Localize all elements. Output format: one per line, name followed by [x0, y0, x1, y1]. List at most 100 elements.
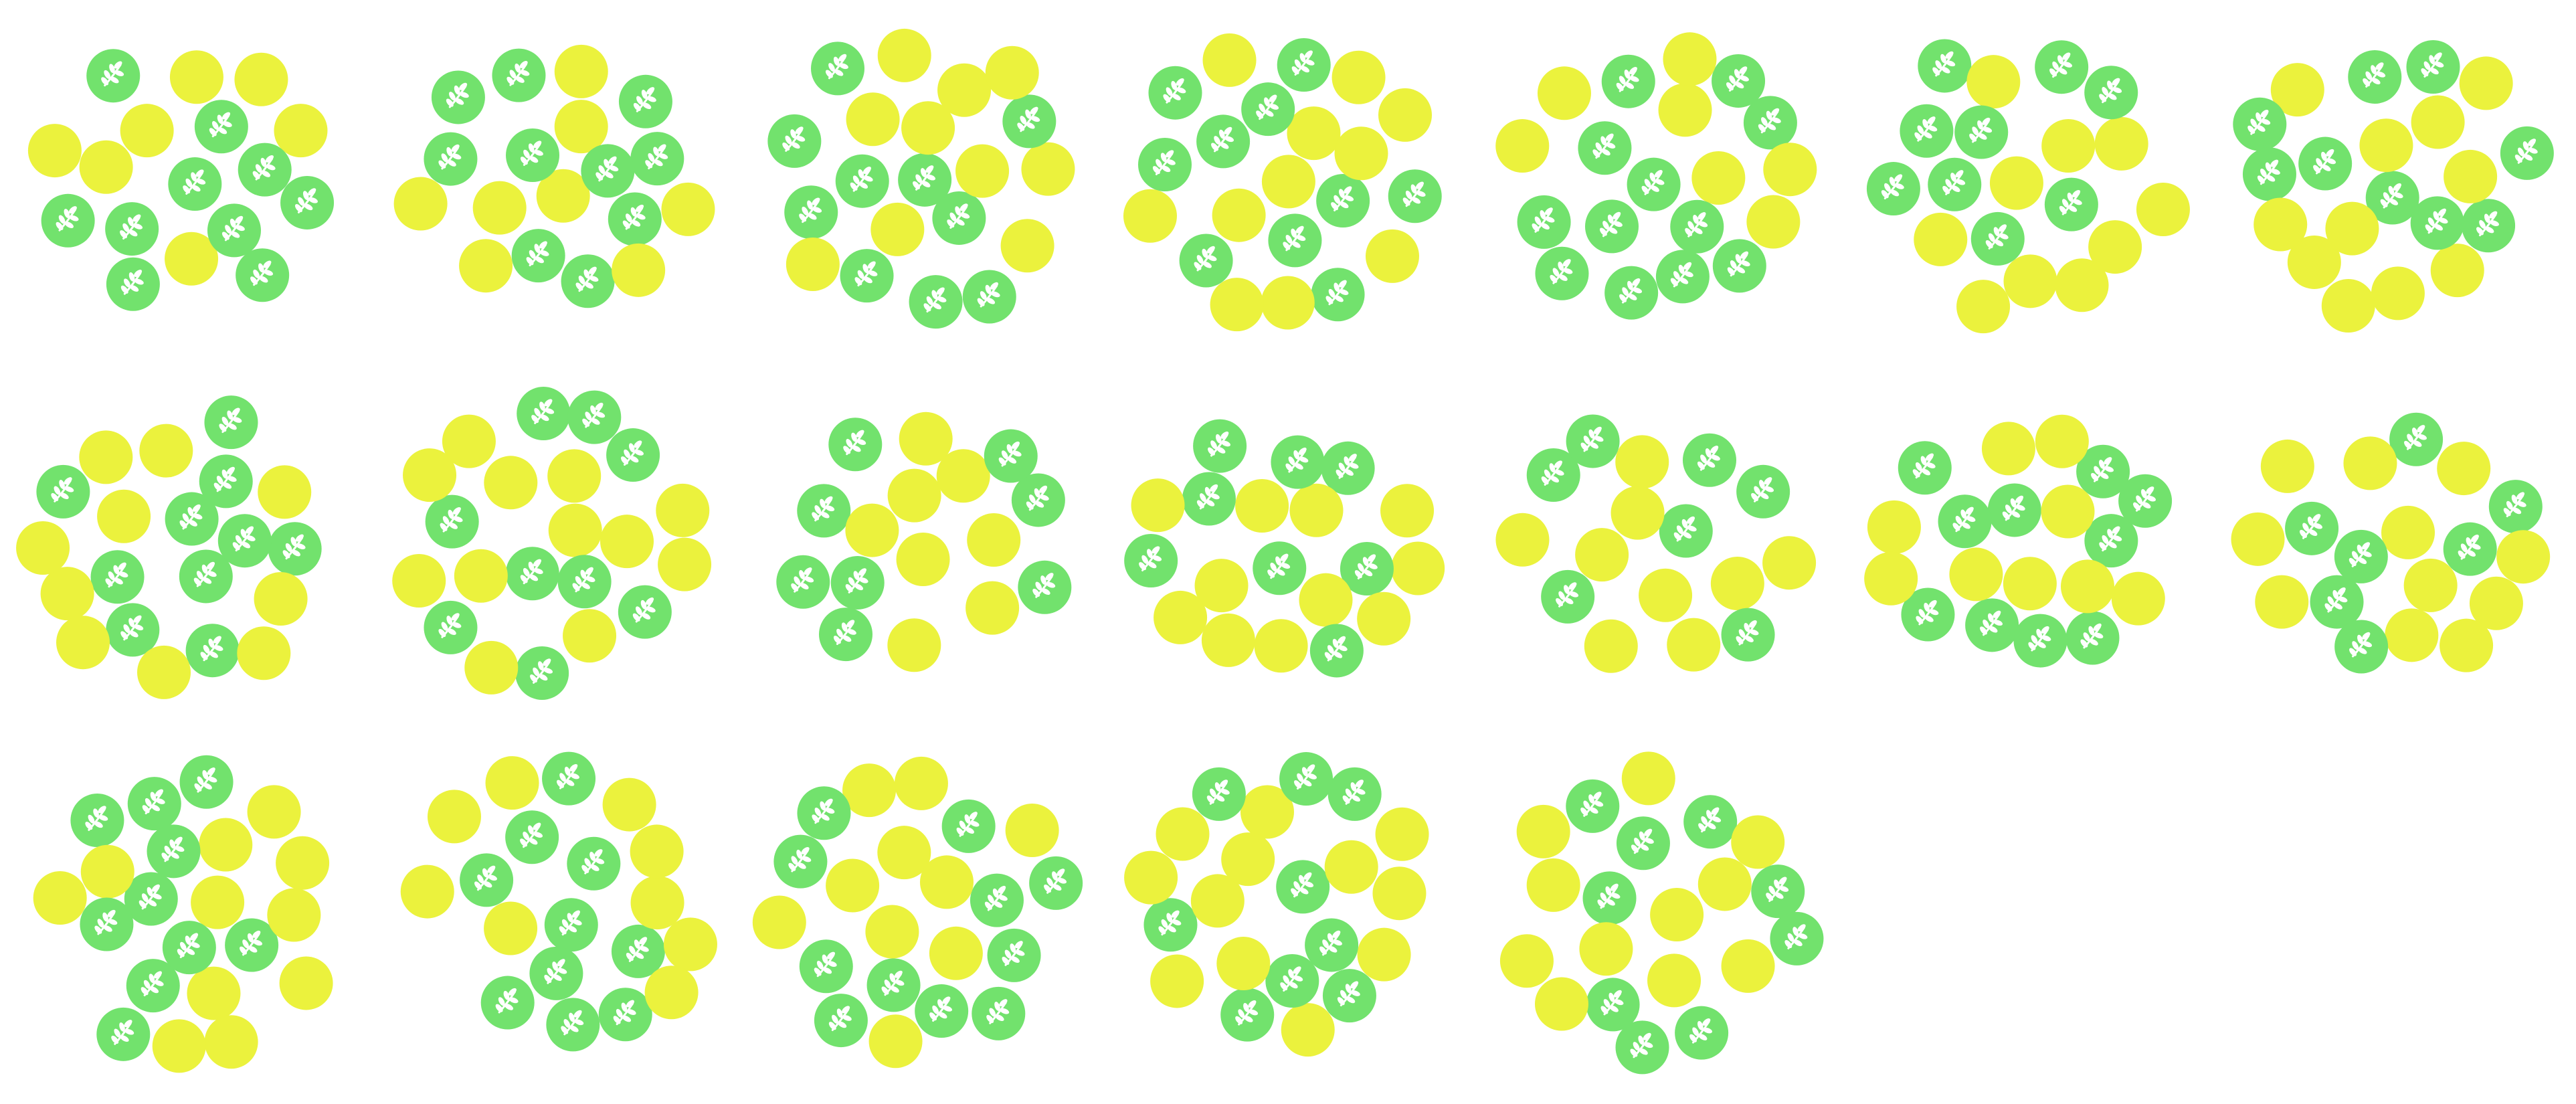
yellow-dot [1156, 807, 1210, 861]
yellow-dot [1380, 484, 1435, 538]
leaf-sprig-icon [613, 1000, 636, 1026]
yellow-dot [2094, 116, 2148, 171]
leaf-sprig-icon [1736, 620, 1759, 646]
leaf-sprig-icon [2300, 514, 2322, 539]
leaf-sprig-icon [2476, 211, 2499, 237]
yellow-dot [1516, 804, 1570, 858]
yellow-dot [1663, 32, 1717, 86]
yellow-dot [2055, 258, 2109, 312]
leaf-sprig-icon [1726, 66, 1749, 92]
yellow-dot [27, 124, 82, 178]
leaf-sprig-icon [854, 261, 878, 287]
yellow-dot [870, 202, 925, 256]
leaf-sprig-icon [51, 477, 74, 502]
leaf-sprig-icon [1319, 930, 1342, 956]
leaf-sprig-icon [2002, 495, 2025, 521]
yellow-dot [1650, 888, 1704, 942]
yellow-dot [868, 1014, 923, 1069]
leaf-sprig-icon [595, 156, 619, 182]
leaf-sprig-icon [947, 203, 970, 229]
leaf-sprig-icon [530, 658, 553, 684]
leaf-sprig-icon [105, 562, 128, 588]
leaf-sprig-icon [843, 430, 866, 456]
yellow-dot [1615, 435, 1669, 489]
leaf-sprig-icon [1032, 573, 1056, 598]
leaf-sprig-icon [2099, 526, 2122, 552]
yellow-dot [1287, 106, 1341, 161]
leaf-sprig-icon [438, 144, 462, 170]
leaf-sprig-icon [2421, 52, 2444, 78]
yellow-dot [2287, 235, 2341, 289]
leaf-sprig-icon [1673, 516, 1697, 542]
dot-cluster-canvas [393, 44, 715, 308]
leaf-sprig-icon [1916, 600, 1939, 626]
leaf-sprig-icon [2363, 62, 2386, 88]
leaf-sprig-icon [1630, 1032, 1653, 1059]
yellow-dot [139, 424, 193, 478]
leaf-sprig-icon [1336, 454, 1359, 479]
yellow-dot [1372, 866, 1427, 921]
leaf-sprig-icon [1592, 133, 1616, 159]
yellow-dot [1584, 619, 1638, 673]
yellow-dot [1658, 83, 1712, 137]
dot-cluster-canvas [1123, 33, 1442, 332]
yellow-dot [1202, 33, 1257, 87]
leaf-sprig-icon [507, 61, 530, 86]
leaf-sprig-icon [622, 204, 646, 230]
yellow-dot [276, 836, 330, 890]
leaf-sprig-icon [1163, 78, 1186, 104]
leaf-sprig-icon [219, 407, 242, 434]
yellow-dot [752, 895, 806, 949]
leaf-sprig-icon [956, 812, 980, 837]
yellow-dot [1731, 815, 1785, 869]
leaf-sprig-icon [1280, 966, 1303, 992]
yellow-dot [1949, 547, 2003, 602]
yellow-dot [237, 626, 291, 680]
yellow-dot [826, 858, 880, 913]
yellow-dot [658, 537, 712, 591]
yellow-dot [1021, 142, 1075, 196]
leaf-sprig-icon [1285, 447, 1309, 473]
yellow-dot [955, 144, 1010, 198]
yellow-dot [901, 101, 955, 155]
leaf-sprig-icon [139, 884, 162, 910]
leaf-sprig-icon [161, 836, 185, 862]
yellow-dot [894, 756, 948, 810]
yellow-dot [279, 956, 333, 1010]
leaf-sprig-icon [1283, 225, 1306, 252]
yellow-dot [1989, 156, 2043, 210]
leaf-sprig-icon [626, 937, 649, 962]
yellow-dot [165, 232, 219, 286]
leaf-sprig-icon [1641, 170, 1665, 195]
leaf-sprig-icon [183, 169, 206, 195]
dot-cluster [2208, 368, 2576, 736]
yellow-dot [937, 63, 992, 117]
yellow-dot [1212, 188, 1266, 242]
leaf-sprig-icon [788, 846, 812, 872]
yellow-dot [1331, 50, 1386, 104]
leaf-sprig-icon [1670, 262, 1693, 288]
leaf-sprig-icon [929, 996, 953, 1022]
leaf-sprig-icon [1751, 477, 1774, 502]
dot-cluster-canvas [1124, 419, 1445, 678]
yellow-dot [392, 553, 446, 608]
leaf-sprig-icon [572, 567, 595, 593]
yellow-dot [1123, 189, 1177, 243]
yellow-dot [485, 756, 539, 810]
leaf-sprig-icon [2349, 542, 2372, 567]
dot-cluster-canvas [1864, 414, 2173, 668]
dot-cluster [736, 0, 1104, 368]
leaf-sprig-icon [1932, 51, 1956, 77]
yellow-dot [1914, 212, 1968, 266]
leaf-sprig-icon [1758, 108, 1781, 134]
leaf-sprig-icon [1235, 1000, 1259, 1026]
leaf-sprig-icon [2080, 623, 2104, 649]
yellow-dot [2469, 576, 2523, 630]
leaf-sprig-icon [998, 441, 1022, 467]
yellow-dot [2444, 149, 2498, 203]
yellow-dot [1357, 927, 1411, 982]
yellow-dot [1981, 422, 2035, 476]
leaf-sprig-icon [1881, 174, 1904, 199]
dot-cluster [1104, 0, 1472, 368]
yellow-dot [400, 864, 454, 919]
